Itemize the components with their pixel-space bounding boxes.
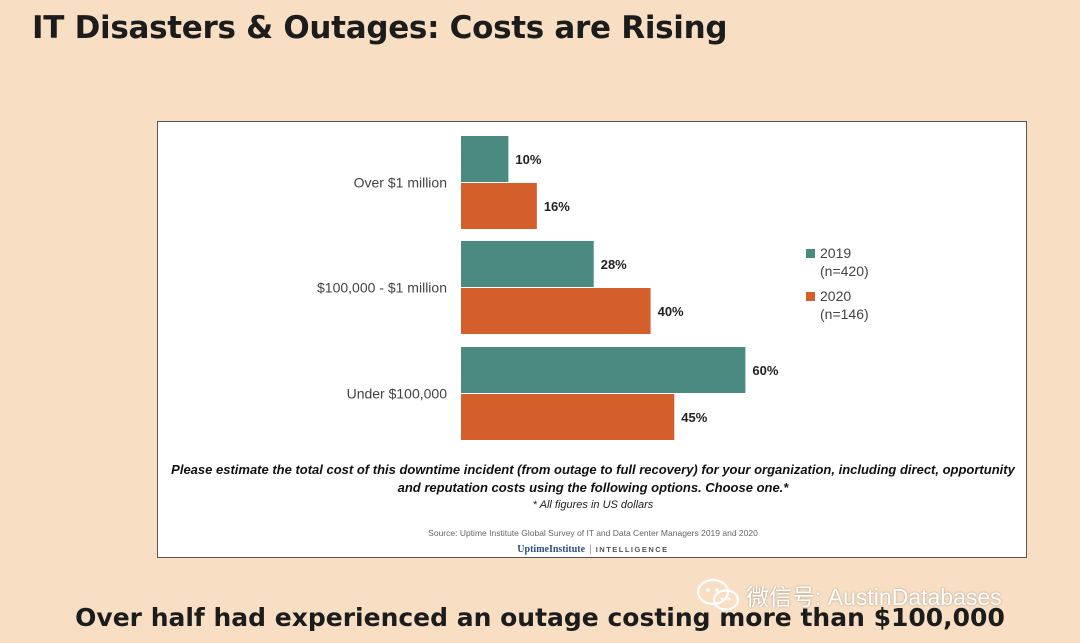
slide-caption: Over half had experienced an outage cost… xyxy=(75,603,1005,632)
watermark-text: 微信号: AustinDatabases xyxy=(746,584,1002,610)
bar-2019 xyxy=(461,347,746,393)
data-label: 60% xyxy=(752,363,778,378)
bar-2019 xyxy=(461,136,509,182)
legend-label: 2020 xyxy=(820,288,851,304)
category-label: Under $100,000 xyxy=(347,386,448,402)
bar-chart: Over $1 million 10% 16% $100,000 - $1 milli… xyxy=(317,136,869,440)
uptime-logo: UptimeInstitute | INTELLIGENCE xyxy=(158,544,1028,555)
legend-swatch-2020 xyxy=(806,292,815,301)
brand-subtitle: INTELLIGENCE xyxy=(595,545,669,554)
data-label: 10% xyxy=(515,152,541,167)
currency-note: * All figures in US dollars xyxy=(532,499,654,511)
legend-label: 2019 xyxy=(820,245,851,261)
legend-sample-size: (n=420) xyxy=(820,263,869,279)
data-label: 40% xyxy=(658,304,684,319)
bar-2019 xyxy=(461,241,594,287)
data-label: 45% xyxy=(681,410,707,425)
source-note: Source: Uptime Institute Global Survey o… xyxy=(428,528,758,538)
survey-question: Please estimate the total cost of this d… xyxy=(171,462,1015,495)
brand-separator: | xyxy=(589,544,592,555)
legend-sample-size: (n=146) xyxy=(820,306,869,322)
wechat-watermark: 微信号: AustinDatabases xyxy=(696,578,1002,612)
bar-2020 xyxy=(461,183,537,229)
category-label: Over $1 million xyxy=(354,175,447,191)
bar-2020 xyxy=(461,288,651,334)
brand-name: UptimeInstitute xyxy=(517,544,586,555)
wechat-icon xyxy=(696,578,740,611)
data-label: 28% xyxy=(601,257,627,272)
category-label: $100,000 - $1 million xyxy=(317,280,447,296)
chart-card: Over $1 million 10% 16% $100,000 - $1 milli… xyxy=(157,121,1027,558)
bar-2020 xyxy=(461,394,675,440)
legend-swatch-2019 xyxy=(806,249,815,258)
data-label: 16% xyxy=(544,199,570,214)
slide-title: IT Disasters & Outages: Costs are Rising xyxy=(32,10,728,46)
